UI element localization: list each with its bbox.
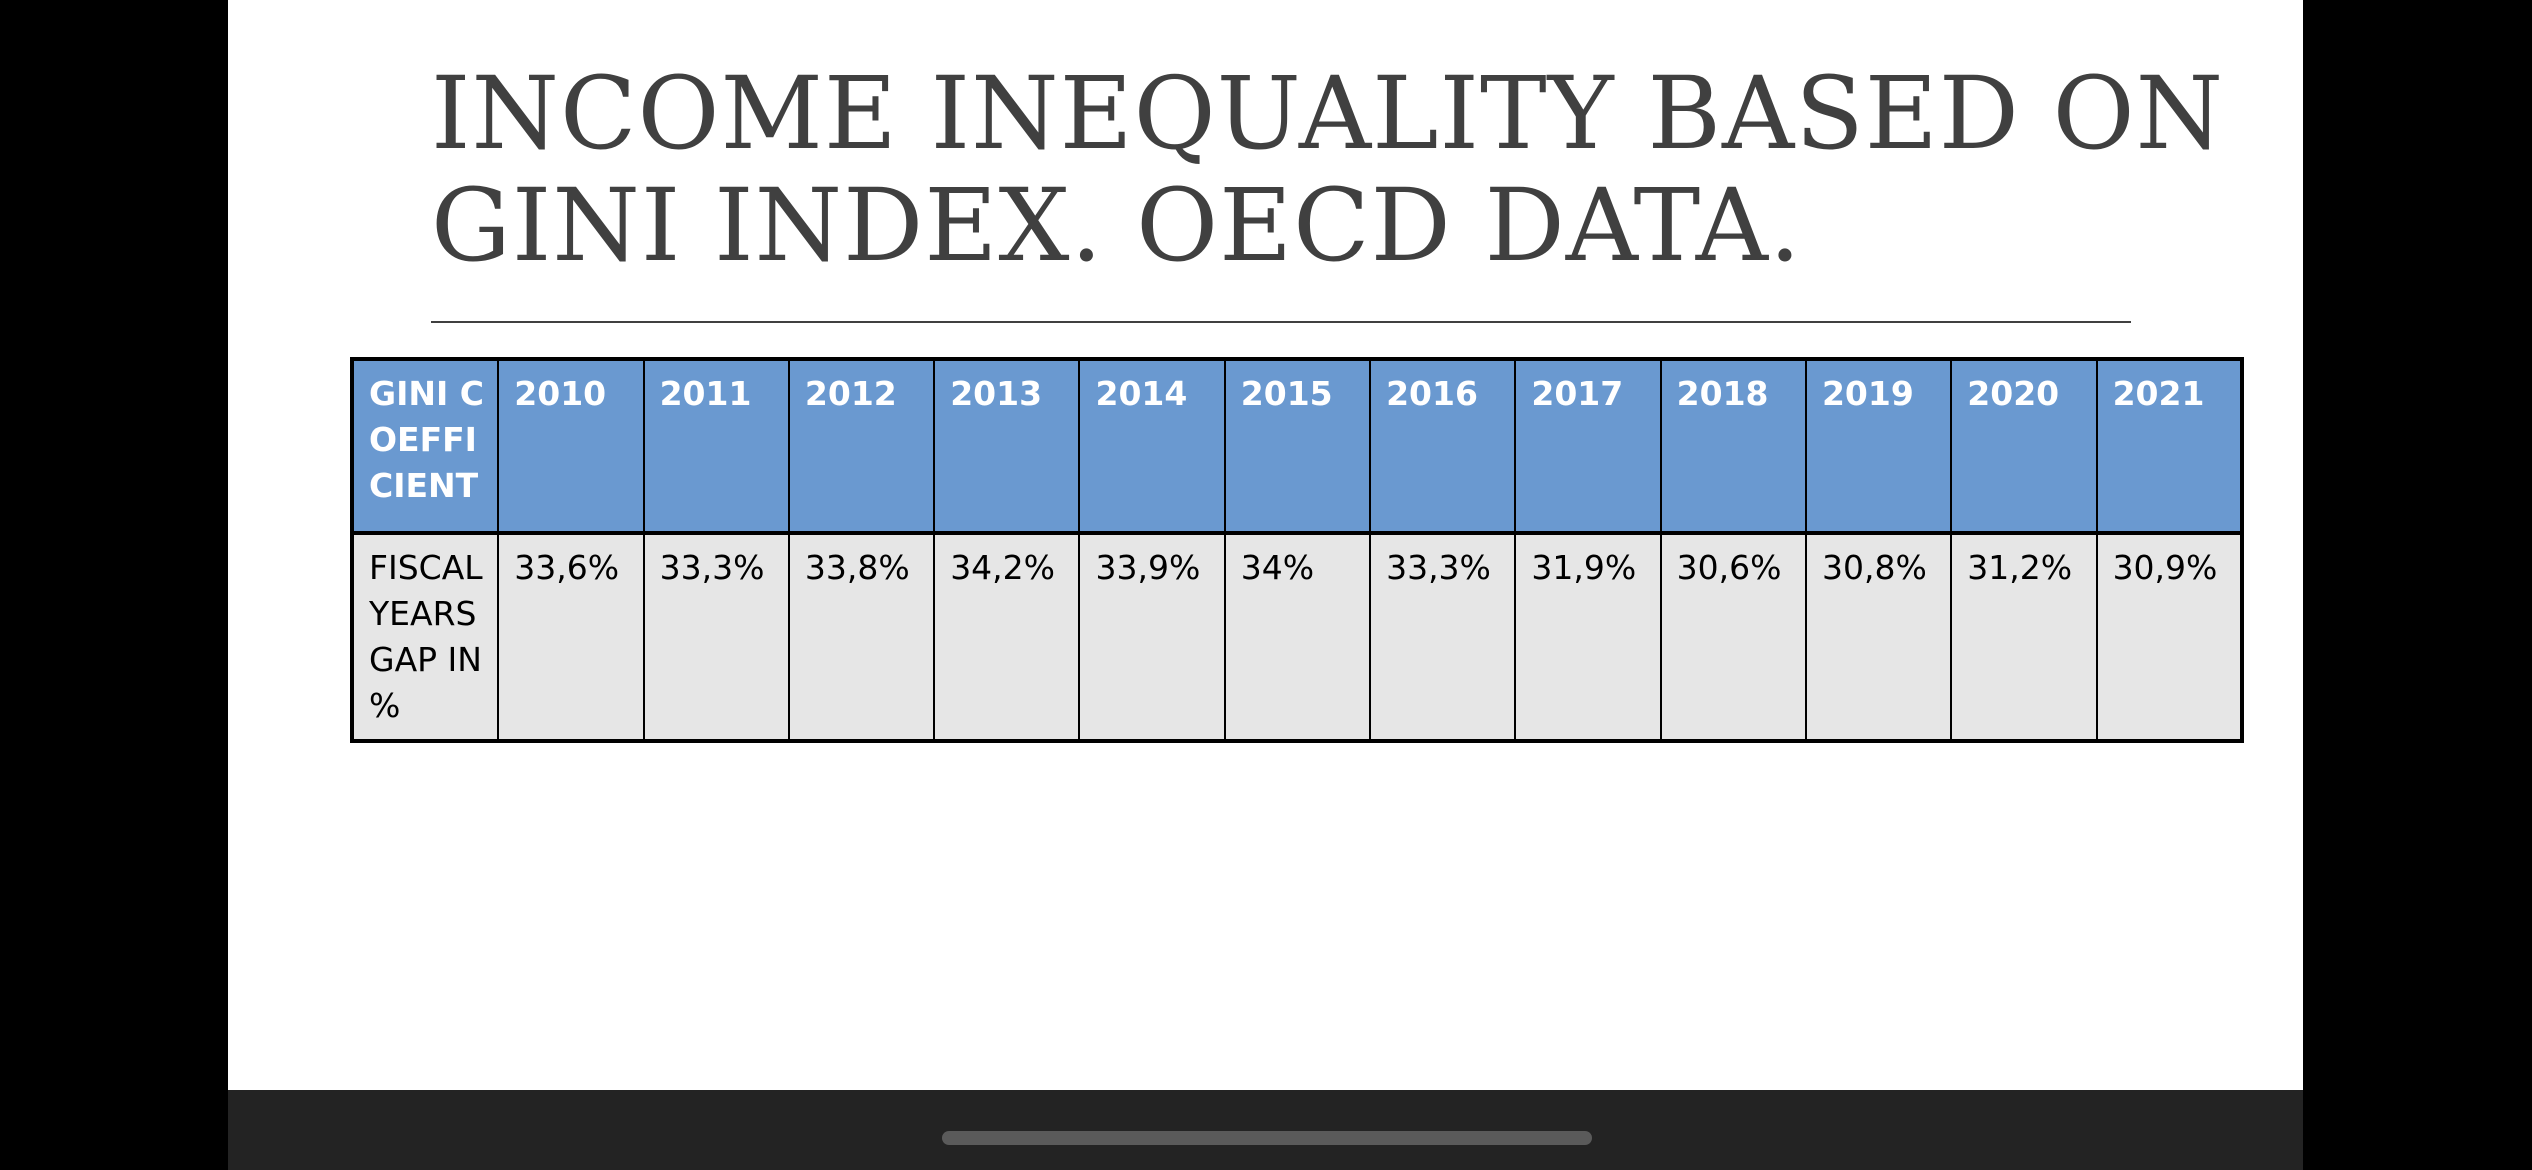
presentation-slide: INCOME INEQUALITY BASED ON GINI INDEX. O… <box>228 0 2303 1090</box>
table-cell: 33,3% <box>642 532 790 742</box>
table-cell: 33,9% <box>1078 532 1226 742</box>
table-cell: 31,9% <box>1514 532 1662 742</box>
gini-data-table: GINI COEFFICIENT 2010 2011 2012 2013 201… <box>350 357 2244 743</box>
table-cell: 33,8% <box>787 532 936 742</box>
year-header: 2014 <box>1078 358 1226 535</box>
table-header-row: GINI COEFFICIENT 2010 2011 2012 2013 201… <box>350 358 2244 535</box>
table-cell: 33,6% <box>497 532 645 742</box>
year-header: 2020 <box>1950 358 2098 535</box>
year-header: 2021 <box>2095 358 2244 535</box>
year-header: 2013 <box>933 358 1081 535</box>
year-header: 2015 <box>1223 358 1372 535</box>
slide-title-line-2: GINI INDEX. OECD DATA. <box>431 167 1802 284</box>
table-cell: 34% <box>1223 532 1372 742</box>
year-header: 2011 <box>642 358 790 535</box>
year-header: 2017 <box>1514 358 1662 535</box>
table-cell: 34,2% <box>933 532 1081 742</box>
table-cell: 31,2% <box>1950 532 2098 742</box>
year-header: 2016 <box>1369 358 1517 535</box>
year-header: 2012 <box>787 358 936 535</box>
table-cell: 30,8% <box>1804 532 1953 742</box>
year-header: 2010 <box>497 358 645 535</box>
row-label: FISCAL YEARS GAP IN % <box>350 532 500 742</box>
table-cell: 30,9% <box>2095 532 2244 742</box>
table-row: FISCAL YEARS GAP IN % 33,6% 33,3% 33,8% … <box>350 532 2244 742</box>
year-header: 2019 <box>1804 358 1953 535</box>
table-cell: 33,3% <box>1369 532 1517 742</box>
slide-title-line-1: INCOME INEQUALITY BASED ON <box>431 55 2225 172</box>
year-header: 2018 <box>1659 358 1807 535</box>
home-indicator[interactable] <box>942 1131 1592 1145</box>
table-cell: 30,6% <box>1659 532 1807 742</box>
table-corner-header: GINI COEFFICIENT <box>350 358 500 535</box>
bottom-toolbar <box>228 1090 2303 1170</box>
slide-title: INCOME INEQUALITY BASED ON GINI INDEX. O… <box>431 58 2223 284</box>
title-divider <box>431 321 2131 323</box>
